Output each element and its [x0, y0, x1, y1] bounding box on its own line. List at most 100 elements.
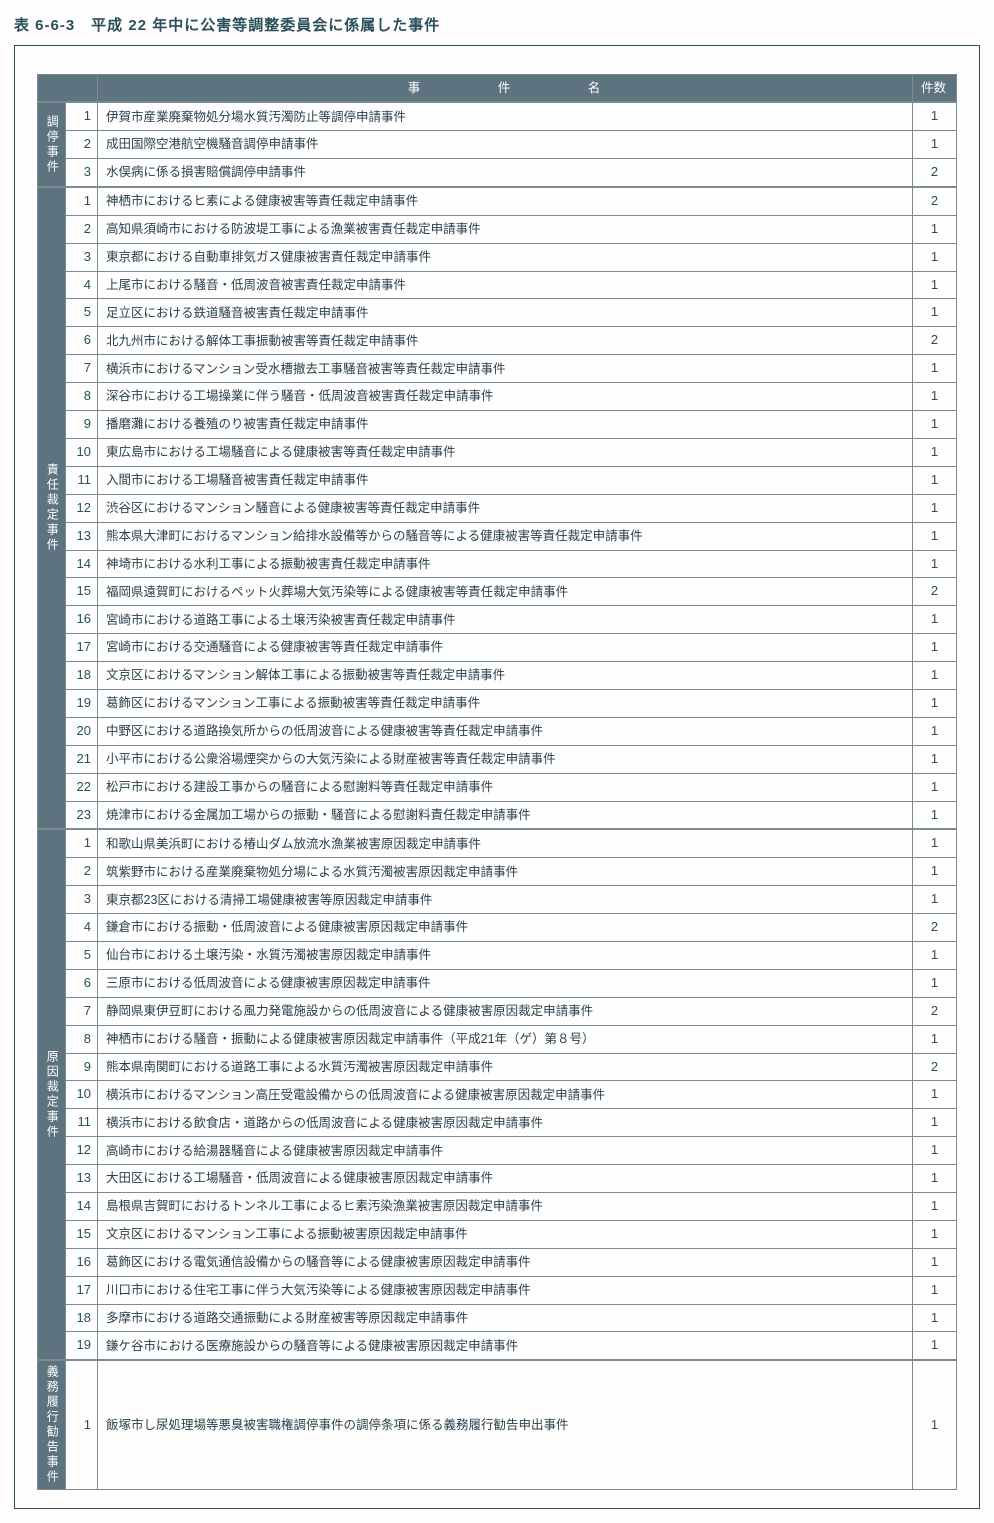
row-count: 1 — [913, 606, 957, 634]
row-number: 9 — [66, 1053, 98, 1081]
row-name: 東広島市における工場騒音による健康被害等責任裁定申請事件 — [98, 438, 913, 466]
category-cell: 責任裁定事件 — [38, 187, 66, 829]
table-row: 原因裁定事件1和歌山県美浜町における椿山ダム放流水漁業被害原因裁定申請事件1 — [38, 829, 957, 857]
table-row: 17宮崎市における交通騒音による健康被害等責任裁定申請事件1 — [38, 634, 957, 662]
table-row: 11入間市における工場騒音被害責任裁定申請事件1 — [38, 466, 957, 494]
row-name: 文京区におけるマンション工事による振動被害原因裁定申請事件 — [98, 1220, 913, 1248]
row-number: 1 — [66, 829, 98, 857]
row-name: 足立区における鉄道騒音被害責任裁定申請事件 — [98, 299, 913, 327]
row-count: 1 — [913, 438, 957, 466]
row-name: 水俣病に係る損害賠償調停申請事件 — [98, 159, 913, 187]
row-count: 1 — [913, 801, 957, 829]
row-name: 高崎市における給湯器騒音による健康被害原因裁定申請事件 — [98, 1137, 913, 1165]
row-name: 福岡県遠賀町におけるペット火葬場大気汚染等による健康被害等責任裁定申請事件 — [98, 578, 913, 606]
row-number: 3 — [66, 886, 98, 914]
row-count: 1 — [913, 689, 957, 717]
row-name: 宮崎市における道路工事による土壌汚染被害責任裁定申請事件 — [98, 606, 913, 634]
row-count: 1 — [913, 829, 957, 857]
row-name: 成田国際空港航空機騒音調停申請事件 — [98, 131, 913, 159]
row-name: 松戸市における建設工事からの騒音による慰謝料等責任裁定申請事件 — [98, 773, 913, 801]
row-number: 2 — [66, 858, 98, 886]
table-row: 15福岡県遠賀町におけるペット火葬場大気汚染等による健康被害等責任裁定申請事件2 — [38, 578, 957, 606]
header-name: 事 件 名 — [98, 75, 913, 103]
row-name: 上尾市における騒音・低周波音被害責任裁定申請事件 — [98, 271, 913, 299]
row-number: 23 — [66, 801, 98, 829]
row-name: 宮崎市における交通騒音による健康被害等責任裁定申請事件 — [98, 634, 913, 662]
table-row: 14島根県吉賀町におけるトンネル工事によるヒ素汚染漁業被害原因裁定申請事件1 — [38, 1192, 957, 1220]
row-count: 2 — [913, 1053, 957, 1081]
row-count: 1 — [913, 215, 957, 243]
table-row: 18多摩市における道路交通振動による財産被害等原因裁定申請事件1 — [38, 1304, 957, 1332]
row-number: 15 — [66, 578, 98, 606]
row-number: 6 — [66, 969, 98, 997]
row-count: 1 — [913, 1109, 957, 1137]
row-number: 21 — [66, 745, 98, 773]
row-number: 3 — [66, 159, 98, 187]
row-count: 1 — [913, 411, 957, 439]
row-name: 神埼市における水利工事による振動被害責任裁定申請事件 — [98, 550, 913, 578]
table-row: 4上尾市における騒音・低周波音被害責任裁定申請事件1 — [38, 271, 957, 299]
row-number: 5 — [66, 941, 98, 969]
row-number: 1 — [66, 102, 98, 130]
table-row: 23焼津市における金属加工場からの振動・騒音による慰謝料責任裁定申請事件1 — [38, 801, 957, 829]
row-number: 19 — [66, 689, 98, 717]
row-name: 中野区における道路換気所からの低周波音による健康被害等責任裁定申請事件 — [98, 717, 913, 745]
table-row: 9熊本県南関町における道路工事による水質汚濁被害原因裁定申請事件2 — [38, 1053, 957, 1081]
row-name: 筑紫野市における産業廃棄物処分場による水質汚濁被害原因裁定申請事件 — [98, 858, 913, 886]
row-number: 16 — [66, 1248, 98, 1276]
row-name: 熊本県南関町における道路工事による水質汚濁被害原因裁定申請事件 — [98, 1053, 913, 1081]
row-count: 1 — [913, 634, 957, 662]
row-name: 熊本県大津町におけるマンション給排水設備等からの騒音等による健康被害等責任裁定申… — [98, 522, 913, 550]
row-count: 1 — [913, 243, 957, 271]
table-row: 19葛飾区におけるマンション工事による振動被害等責任裁定申請事件1 — [38, 689, 957, 717]
table-row: 10横浜市におけるマンション高圧受電設備からの低周波音による健康被害原因裁定申請… — [38, 1081, 957, 1109]
table-row: 20中野区における道路換気所からの低周波音による健康被害等責任裁定申請事件1 — [38, 717, 957, 745]
row-name: 神栖市におけるヒ素による健康被害等責任裁定申請事件 — [98, 187, 913, 215]
row-count: 1 — [913, 858, 957, 886]
row-name: 東京都における自動車排気ガス健康被害責任裁定申請事件 — [98, 243, 913, 271]
row-name: 入間市における工場騒音被害責任裁定申請事件 — [98, 466, 913, 494]
row-count: 1 — [913, 494, 957, 522]
row-number: 16 — [66, 606, 98, 634]
table-row: 調停事件1伊賀市産業廃棄物処分場水質汚濁防止等調停申請事件1 — [38, 102, 957, 130]
table-row: 6三原市における低周波音による健康被害原因裁定申請事件1 — [38, 969, 957, 997]
row-name: 東京都23区における清掃工場健康被害等原因裁定申請事件 — [98, 886, 913, 914]
row-count: 1 — [913, 773, 957, 801]
row-count: 2 — [913, 578, 957, 606]
cases-table: 事 件 名 件数 調停事件1伊賀市産業廃棄物処分場水質汚濁防止等調停申請事件12… — [37, 74, 957, 1490]
row-name: 文京区におけるマンション解体工事による振動被害等責任裁定申請事件 — [98, 662, 913, 690]
row-name: 鎌倉市における振動・低周波音による健康被害原因裁定申請事件 — [98, 914, 913, 942]
row-count: 1 — [913, 1081, 957, 1109]
row-count: 1 — [913, 271, 957, 299]
row-count: 1 — [913, 1137, 957, 1165]
row-name: 高知県須崎市における防波堤工事による漁業被害責任裁定申請事件 — [98, 215, 913, 243]
row-name: 葛飾区におけるマンション工事による振動被害等責任裁定申請事件 — [98, 689, 913, 717]
row-name: 多摩市における道路交通振動による財産被害等原因裁定申請事件 — [98, 1304, 913, 1332]
row-number: 12 — [66, 1137, 98, 1165]
row-number: 2 — [66, 215, 98, 243]
row-number: 15 — [66, 1220, 98, 1248]
table-row: 7横浜市におけるマンション受水槽撤去工事騒音被害等責任裁定申請事件1 — [38, 355, 957, 383]
table-row: 6北九州市における解体工事振動被害等責任裁定申請事件2 — [38, 327, 957, 355]
row-number: 7 — [66, 355, 98, 383]
row-number: 10 — [66, 438, 98, 466]
row-number: 3 — [66, 243, 98, 271]
category-cell: 原因裁定事件 — [38, 829, 66, 1360]
row-number: 20 — [66, 717, 98, 745]
row-name: 神栖市における騒音・振動による健康被害原因裁定申請事件（平成21年（ゲ）第８号） — [98, 1025, 913, 1053]
row-number: 13 — [66, 1165, 98, 1193]
row-count: 1 — [913, 1165, 957, 1193]
category-cell: 義務履行勧告事件 — [38, 1360, 66, 1490]
row-count: 1 — [913, 131, 957, 159]
table-row: 3東京都における自動車排気ガス健康被害責任裁定申請事件1 — [38, 243, 957, 271]
row-count: 1 — [913, 717, 957, 745]
table-row: 8深谷市における工場操業に伴う騒音・低周波音被害責任裁定申請事件1 — [38, 383, 957, 411]
row-count: 1 — [913, 522, 957, 550]
row-count: 1 — [913, 662, 957, 690]
table-row: 2筑紫野市における産業廃棄物処分場による水質汚濁被害原因裁定申請事件1 — [38, 858, 957, 886]
row-number: 7 — [66, 997, 98, 1025]
row-name: 渋谷区におけるマンション騒音による健康被害等責任裁定申請事件 — [98, 494, 913, 522]
row-name: 横浜市におけるマンション高圧受電設備からの低周波音による健康被害原因裁定申請事件 — [98, 1081, 913, 1109]
row-name: 伊賀市産業廃棄物処分場水質汚濁防止等調停申請事件 — [98, 102, 913, 130]
row-name: 小平市における公衆浴場煙突からの大気汚染による財産被害等責任裁定申請事件 — [98, 745, 913, 773]
